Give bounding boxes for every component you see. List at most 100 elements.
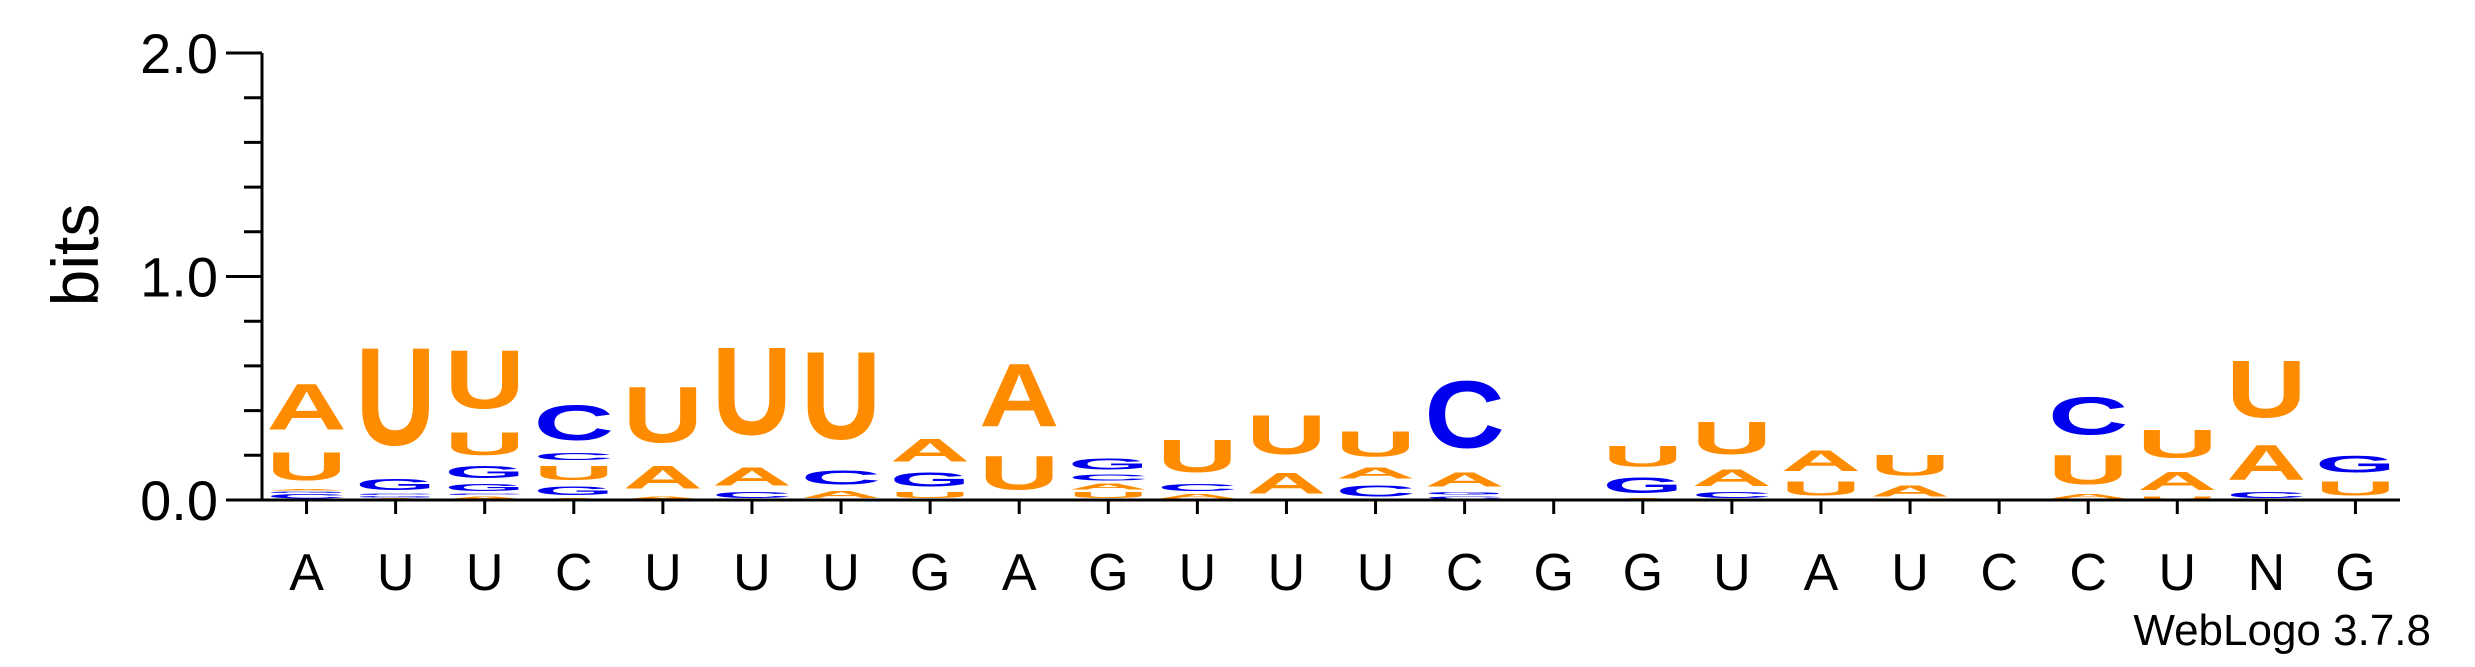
logo-letter: U <box>445 332 525 426</box>
logo-letter: G <box>1068 455 1148 473</box>
logo-letter: U <box>2137 421 2217 466</box>
x-tick-label: U <box>2159 544 2197 602</box>
logo-letter: C <box>2048 386 2128 446</box>
logo-letter: U <box>534 462 614 484</box>
y-axis-label: bits <box>38 204 112 307</box>
logo-letter: A <box>623 496 703 500</box>
logo-letter: A <box>1335 464 1415 482</box>
logo-letter: C <box>1335 482 1415 500</box>
logo-letter: A <box>1425 469 1505 491</box>
logo-letter: U <box>712 322 792 462</box>
logo-letter: C <box>534 451 614 462</box>
logo-letter: A <box>2048 493 2128 500</box>
logo-letter: G <box>1603 473 1683 497</box>
logo-letter: U <box>623 370 703 459</box>
logo-letter: U <box>979 447 1059 500</box>
logo-letter: U <box>356 318 436 474</box>
logo-letter: C <box>801 466 881 488</box>
logo-letter: G <box>266 491 346 493</box>
y-tick-label: 0.0 <box>140 469 218 532</box>
logo-letter: U <box>2315 478 2395 500</box>
x-tick-label: U <box>377 544 415 602</box>
logo-letter: G <box>356 496 436 498</box>
logo-letter: G <box>445 482 525 493</box>
logo-letter: G <box>534 484 614 497</box>
logo-letter: C <box>1425 496 1505 500</box>
x-tick-label: A <box>289 544 324 602</box>
logo-letter: U <box>1781 478 1861 500</box>
logo-letter: U <box>1870 449 1950 483</box>
logo-letter: C <box>534 395 614 451</box>
logo-letter: U <box>890 491 970 500</box>
logo-letter: A <box>2226 435 2306 491</box>
logo-letter: G <box>890 469 970 491</box>
weblogo-credit: WebLogo 3.7.8 <box>2133 606 2431 655</box>
logo-letter: C <box>1157 482 1237 493</box>
logo-letter: U <box>2048 446 2128 493</box>
logo-letter: G <box>1425 491 1505 495</box>
logo-stacks: CGAUAAGCGUACGGUUAGUCCAAUCAUACUUGAUAUACGA… <box>266 318 2395 500</box>
logo-letter: A <box>1246 467 1326 501</box>
x-tick-label: G <box>1533 544 1573 602</box>
logo-letter: U <box>445 426 525 462</box>
x-tick-label: G <box>1623 544 1663 602</box>
logo-letter: A <box>890 433 970 469</box>
x-tick-label: A <box>1002 544 1037 602</box>
logo-letter: A <box>266 489 346 491</box>
logo-letter: A <box>801 489 881 500</box>
y-axis: 0.0 1.0 2.0 <box>140 22 264 532</box>
logo-letter: C <box>1692 491 1772 500</box>
logo-letter: A <box>623 460 703 496</box>
logo-letter: C <box>266 493 346 500</box>
x-tick-label: U <box>733 544 771 602</box>
logo-letter: U <box>1068 491 1148 500</box>
x-tick-label: U <box>644 544 682 602</box>
x-tick-label: G <box>2335 544 2375 602</box>
x-tick-label: U <box>1179 544 1217 602</box>
logo-letter: U <box>2137 496 2217 500</box>
logo-letter: A <box>979 347 1059 447</box>
logo-letter: C <box>712 491 792 500</box>
x-tick-label: A <box>1804 544 1839 602</box>
x-tick-label: C <box>1446 544 1484 602</box>
logo-letter: U <box>1157 430 1237 481</box>
logo-letter: A <box>2137 467 2217 496</box>
logo-letter: C <box>445 493 525 495</box>
logo-letter: A <box>712 462 792 491</box>
logo-letter: C <box>356 493 436 495</box>
logo-letter: A <box>1692 464 1772 491</box>
logo-letter: C <box>1068 473 1148 482</box>
x-tick-label: G <box>1088 544 1128 602</box>
x-tick-label: U <box>822 544 860 602</box>
y-tick-label: 2.0 <box>140 22 218 85</box>
logo-letter: U <box>2226 343 2306 434</box>
x-tick-label: C <box>2069 544 2107 602</box>
logo-letter: U <box>801 326 881 466</box>
x-tick-label: C <box>555 544 593 602</box>
x-tick-label: U <box>466 544 504 602</box>
logo-letter: A <box>266 370 346 444</box>
logo-letter: U <box>1246 403 1326 466</box>
logo-letter: U <box>1335 424 1415 464</box>
x-tick-label: G <box>910 544 950 602</box>
logo-letter: A <box>1870 482 1950 500</box>
logo-letter: A <box>1157 493 1237 500</box>
logo-letter: A <box>1781 444 1861 478</box>
logo-letter: G <box>445 462 525 482</box>
logo-letter: G <box>356 475 436 493</box>
y-tick-label: 1.0 <box>140 246 218 309</box>
logo-letter: C <box>1425 361 1505 468</box>
logo-letter: U <box>266 444 346 489</box>
logo-letter: U <box>1692 413 1772 464</box>
x-tick-label: U <box>1357 544 1395 602</box>
logo-letter: C <box>2226 491 2306 500</box>
x-tick-label: U <box>1713 544 1751 602</box>
logo-letter: A <box>1068 482 1148 491</box>
x-tick-label: N <box>2248 544 2286 602</box>
logo-letter: G <box>2315 451 2395 478</box>
logo-letter: U <box>1603 440 1683 474</box>
logo-letter: A <box>445 496 525 500</box>
x-tick-label: U <box>1268 544 1306 602</box>
